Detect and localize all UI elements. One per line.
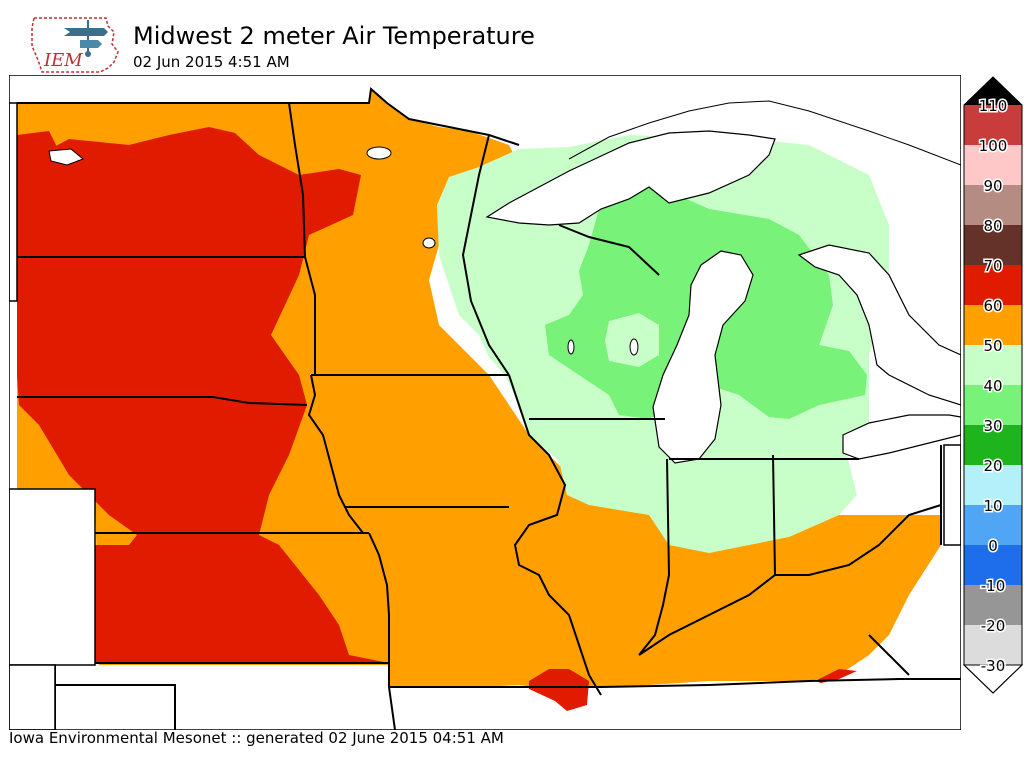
page-title: Midwest 2 meter Air Temperature [133,22,535,50]
state-boundaries [17,87,961,730]
colorbar-label: 40 [983,377,1002,395]
colorbar-label: 80 [983,217,1002,235]
border-wi-mi [558,224,660,276]
colorbar-swatch [964,305,1022,345]
colorbar-label: 30 [983,417,1002,435]
small-lakes [48,146,639,356]
border-sd-ne [17,396,308,406]
ohio-river [638,504,942,656]
colorbar-top-arrow [964,77,1022,105]
great-lakes [485,100,961,464]
colorbar-swatches [962,76,1024,694]
border-ky-tn [600,678,961,688]
zone-red-west [17,127,389,663]
iem-logo: IEM [31,17,119,73]
border-ia-ne [307,374,364,534]
colorbar-label: 70 [983,257,1002,275]
outside-domain [9,102,961,730]
mississippi-river [508,374,602,696]
zone-red-east [815,669,857,683]
border-wi-mn [461,134,510,376]
colorbar-swatch [964,545,1022,585]
colorbar-frame [963,76,1023,694]
colorbar-label: -30 [981,657,1006,675]
north-shore [568,100,961,166]
colorbar-swatch [964,625,1022,665]
colorbar-swatch [964,465,1022,505]
colorbar-label: 90 [983,177,1002,195]
border-ky-va [868,634,910,676]
border-ar-south [388,686,396,730]
colorbar-swatch [964,225,1022,265]
border-in-oh [772,454,776,576]
colorbar-swatch [964,425,1022,465]
iem-logo-text: IEM [43,50,83,71]
contour-zones [17,89,941,711]
valid-time: 02 Jun 2015 4:51 AM [133,53,290,71]
colorbar-swatch [964,105,1022,145]
colorbar-swatch [964,345,1022,385]
lake-erie [842,414,961,460]
border-nd-mn [288,102,316,375]
footer-credit: Iowa Environmental Mesonet :: generated … [9,729,504,747]
colorbar-label: 20 [983,457,1002,475]
colorbar-label: -10 [981,577,1006,595]
colorbar-label: 50 [983,337,1002,355]
colorbar-label: 0 [988,537,998,555]
border-mo-west [368,532,390,687]
lake-huron [797,244,961,406]
colorbar-label: 10 [983,497,1002,515]
zone-red-nw-bump [17,131,61,191]
colorbar-label: 100 [979,137,1008,155]
colorbar-label: 110 [979,97,1008,115]
lake-michigan [652,250,754,464]
lake-superior [485,130,776,226]
zone-red-south [529,669,589,711]
border-us-canada [17,87,520,146]
border-il-in [638,458,671,656]
temperature-map [9,75,961,730]
colorbar-swatch [964,585,1022,625]
colorbar-swatch [964,185,1022,225]
weathervane-icon [64,20,108,57]
colorbar-swatch [964,145,1022,185]
colorbar-swatch [964,505,1022,545]
colorbar-label: -20 [981,617,1006,635]
colorbar-swatch [964,265,1022,305]
colorbar-label: 60 [983,297,1002,315]
colorbar-swatch [964,385,1022,425]
